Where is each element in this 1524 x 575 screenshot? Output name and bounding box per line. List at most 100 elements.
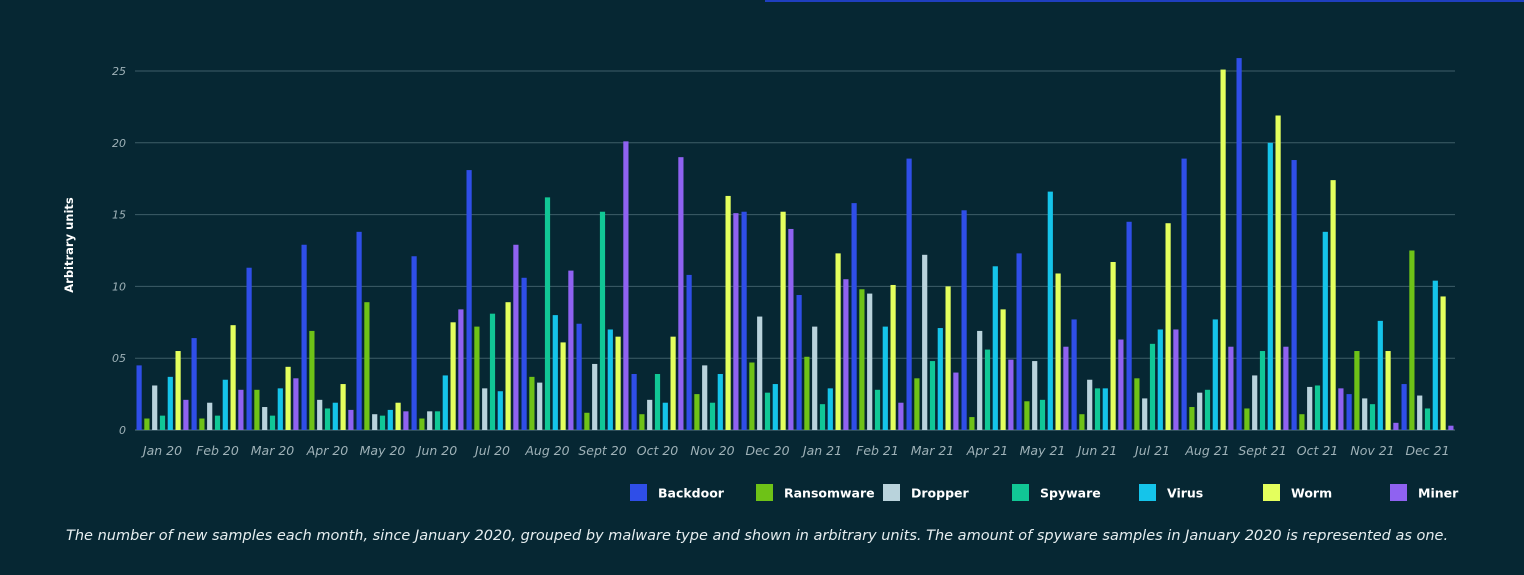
bar-virus — [772, 384, 778, 430]
legend-label-worm: Worm — [1291, 486, 1332, 501]
y-tick-label: 15 — [112, 209, 126, 222]
bar-worm — [670, 336, 676, 430]
bar-miner — [1338, 388, 1344, 430]
bar-spyware — [1424, 408, 1431, 430]
bar-spyware — [764, 392, 771, 430]
bar-dropper — [1417, 395, 1423, 430]
bar-miner — [1008, 359, 1014, 430]
bar-dropper — [702, 365, 708, 430]
x-tick-label: Jun 21 — [1075, 443, 1117, 458]
bar-miner — [513, 244, 519, 430]
bar-ransomware — [859, 289, 865, 430]
x-axis-ticks: Jan 20 Feb 20 Mar 20 Apr 20 May 20 Jun 20 Jul … — [140, 443, 1450, 458]
bar-backdoor — [191, 338, 197, 430]
x-tick-label: Dec 20 — [745, 443, 789, 458]
bar-worm — [1440, 296, 1446, 430]
bar-backdoor — [851, 203, 857, 430]
bar-spyware — [709, 402, 716, 430]
x-tick-label: Jul 21 — [1132, 443, 1170, 458]
bar-virus — [1047, 191, 1053, 430]
bar-dropper — [1142, 398, 1148, 430]
bar-ransomware — [1409, 250, 1415, 430]
bar-worm — [175, 351, 181, 430]
legend-label-miner: Miner — [1418, 486, 1459, 501]
bar-dropper — [1087, 379, 1093, 430]
legend-label-dropper: Dropper — [911, 486, 970, 501]
bar-ransomware — [1079, 414, 1085, 430]
bar-ransomware — [969, 417, 975, 430]
x-tick-label: Sept 20 — [578, 443, 626, 458]
bar-backdoor — [356, 231, 362, 430]
x-tick-label: Feb 21 — [856, 443, 899, 458]
bar-worm — [340, 384, 346, 430]
bar-spyware — [379, 415, 386, 430]
bar-backdoor — [686, 274, 692, 430]
bar-spyware — [1039, 399, 1046, 430]
bar-worm — [395, 402, 401, 430]
bar-spyware — [1149, 343, 1156, 430]
bar-backdoor — [246, 267, 252, 430]
legend-label-ransomware: Ransomware — [784, 486, 875, 501]
x-tick-label: Mar 20 — [251, 443, 295, 458]
bar-worm — [1055, 273, 1061, 430]
bar-miner — [623, 141, 629, 430]
x-tick-label: Nov 21 — [1350, 443, 1394, 458]
bar-virus — [442, 375, 448, 430]
bar-miner — [348, 409, 354, 430]
x-tick-label: Apr 20 — [306, 443, 349, 458]
legend-swatch-spyware — [1012, 484, 1029, 501]
bar-backdoor — [741, 211, 747, 430]
bar-dropper — [427, 411, 433, 430]
bar-virus — [1267, 142, 1273, 431]
bar-miner — [843, 279, 849, 430]
bar-spyware — [544, 197, 551, 430]
bar-ransomware — [694, 394, 700, 430]
bar-virus — [497, 391, 503, 430]
bar-ransomware — [1244, 408, 1250, 430]
bar-ransomware — [914, 378, 920, 430]
bar-miner — [1448, 425, 1454, 430]
bar-backdoor — [1346, 394, 1352, 430]
legend-swatch-ransomware — [756, 484, 773, 501]
bar-backdoor — [521, 277, 527, 430]
bar-worm — [1385, 351, 1391, 430]
x-tick-label: Mar 21 — [911, 443, 954, 458]
bar-dropper — [977, 330, 983, 430]
bar-dropper — [482, 388, 488, 430]
bar-backdoor — [1181, 158, 1187, 430]
bar-dropper — [812, 326, 818, 430]
bar-worm — [450, 322, 456, 430]
y-tick-label: 0 — [119, 424, 126, 437]
bar-spyware — [269, 415, 276, 430]
bar-spyware — [654, 373, 661, 430]
bar-spyware — [324, 408, 331, 430]
x-tick-label: May 20 — [360, 443, 406, 458]
bar-miner — [1228, 346, 1234, 430]
bar-worm — [890, 284, 896, 430]
y-axis-ticks: 0 05 10 15 20 25 — [112, 65, 126, 437]
bar-virus — [332, 402, 338, 430]
bar-dropper — [1032, 361, 1038, 430]
bar-virus — [992, 266, 998, 430]
bar-ransomware — [474, 326, 480, 430]
bars — [136, 58, 1454, 431]
bar-dropper — [317, 399, 323, 430]
bar-backdoor — [1401, 384, 1407, 430]
bar-virus — [717, 373, 723, 430]
bar-spyware — [1094, 388, 1101, 430]
bar-virus — [1322, 231, 1328, 430]
bar-backdoor — [576, 323, 582, 430]
bar-worm — [725, 195, 731, 430]
bar-miner — [1393, 422, 1399, 430]
bar-virus — [662, 402, 668, 430]
bar-virus — [1102, 388, 1108, 430]
bar-backdoor — [301, 244, 307, 430]
bar-miner — [183, 399, 189, 430]
bar-backdoor — [1016, 253, 1022, 430]
bar-miner — [568, 270, 574, 430]
bar-worm — [230, 325, 236, 430]
x-tick-label: Jan 21 — [800, 443, 842, 458]
bar-miner — [898, 402, 904, 430]
bar-worm — [1330, 180, 1336, 430]
gridlines — [135, 70, 1455, 431]
